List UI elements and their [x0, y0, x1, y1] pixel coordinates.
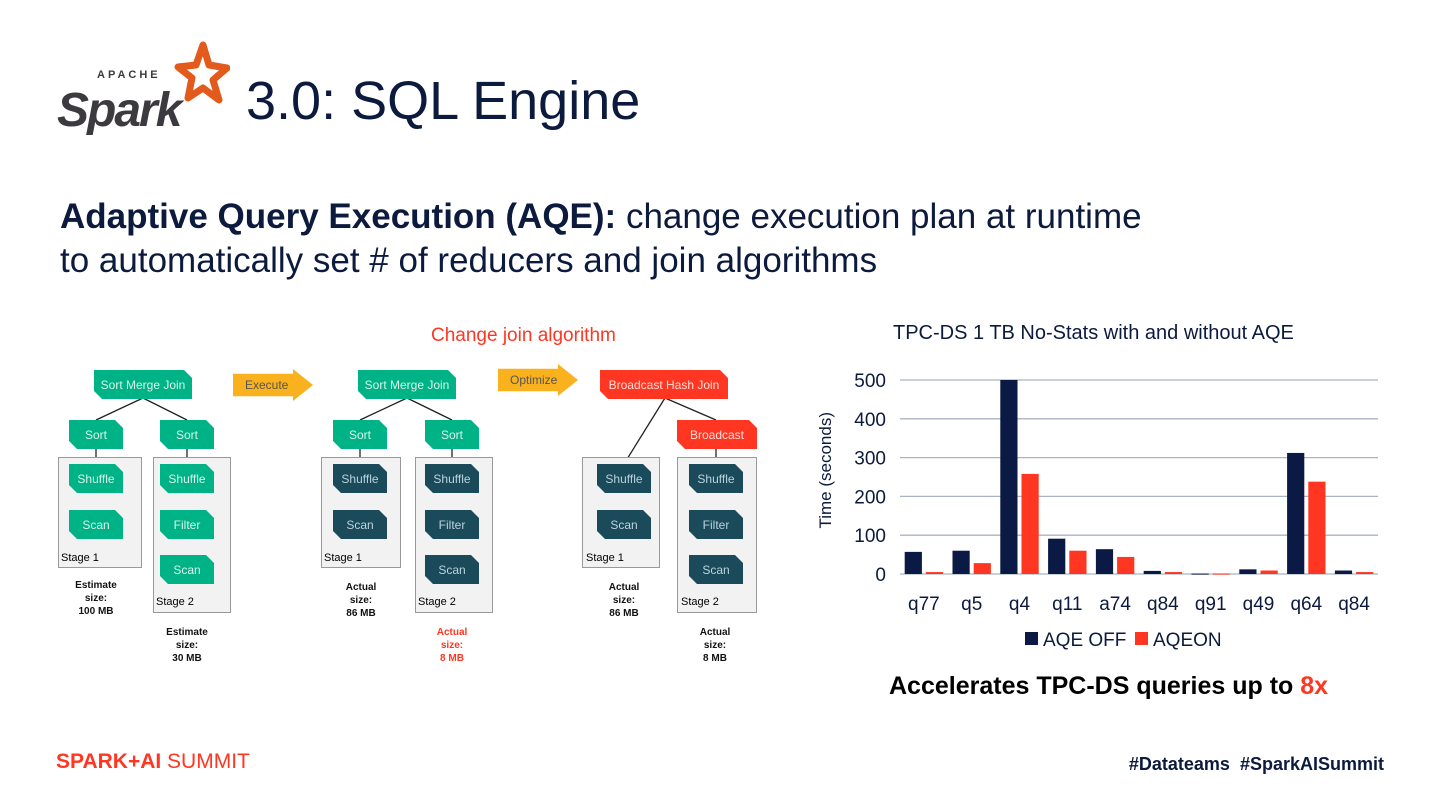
subtitle: Adaptive Query Execution (AQE): change e… [60, 195, 1142, 283]
page-title: 3.0: SQL Engine [246, 71, 641, 131]
stage1-label: Stage 1 [324, 552, 362, 564]
bar-aqe-off [1095, 549, 1114, 574]
bar-aqeon [1308, 481, 1326, 574]
filter-node: Filter [689, 510, 743, 539]
scan-node: Scan [160, 555, 214, 584]
shuffle-node: Shuffle [69, 464, 123, 493]
stage2-label: Stage 2 [156, 596, 194, 608]
sort-merge-join-node: Sort Merge Join [94, 370, 192, 399]
y-tick-label: 0 [875, 565, 886, 586]
x-tick-label: q5 [961, 594, 982, 615]
bar-aqe-off [1048, 538, 1066, 574]
bar-aqeon [925, 572, 944, 574]
legend-label: AQEON [1153, 630, 1222, 651]
bar-chart: 0 100 200 300 400 500 q77 q5 q4 q11 a74 q84 q91 q49 q6… [854, 371, 1378, 651]
filter-node: Filter [425, 510, 479, 539]
legend-swatch [1025, 632, 1038, 645]
x-tick-label: a74 [1099, 594, 1131, 615]
bar-aqeon [1260, 570, 1278, 574]
footer-brand-bold: SPARK+AI [56, 750, 162, 773]
stage2-label: Stage 2 [681, 596, 719, 608]
sort-node: Sort [160, 420, 214, 449]
stage2-size: Actual size: 8 MB [436, 627, 468, 664]
execute-label: Execute [245, 378, 289, 392]
y-tick-label: 400 [854, 410, 886, 431]
optimize-label: Optimize [510, 373, 558, 387]
x-tick-label: q77 [908, 594, 940, 615]
bar-aqe-off [904, 551, 922, 574]
bar-aqe-off [952, 550, 970, 574]
sort-node: Sort [425, 420, 479, 449]
callout: Accelerates TPC-DS queries up to 8x [889, 672, 1328, 701]
svg-text:APACHE: APACHE [97, 69, 161, 81]
stage1-size: Actual size: 86 MB [345, 582, 377, 619]
bar-aqe-off [1287, 452, 1305, 574]
bar-aqeon [1164, 572, 1183, 574]
x-tick-label: q84 [1338, 594, 1370, 615]
shuffle-node: Shuffle [425, 464, 479, 493]
shuffle-node: Shuffle [333, 464, 387, 493]
bar-aqeon [1021, 473, 1039, 574]
shuffle-node: Shuffle [597, 464, 651, 493]
apache-spark-logo: APACHE Spark [57, 41, 230, 135]
bar-aqe-off [1000, 380, 1018, 574]
bar-aqe-off [1191, 573, 1209, 575]
x-tick-label: q91 [1195, 594, 1227, 615]
stage2-size: Actual size: 8 MB [699, 627, 731, 664]
broadcast-node: Broadcast [677, 420, 757, 449]
callout-highlight: 8x [1300, 672, 1329, 700]
y-tick-label: 500 [854, 371, 886, 392]
execute-arrow: Execute [233, 369, 313, 401]
subtitle-line2: to automatically set # of reducers and j… [60, 241, 878, 280]
stage1-label: Stage 1 [61, 552, 99, 564]
footer-hashtags: #Datateams #SparkAISummit [1128, 754, 1384, 774]
stage2-size: Estimate size: 30 MB [166, 627, 208, 664]
sort-merge-join-node: Sort Merge Join [358, 370, 456, 399]
bar-aqe-off [1143, 570, 1161, 574]
bar-aqeon [973, 563, 991, 574]
x-tick-label: q11 [1052, 594, 1082, 615]
subtitle-rest: change execution plan at runtime [616, 197, 1142, 236]
sort-node: Sort [333, 420, 387, 449]
scan-node: Scan [69, 510, 123, 539]
svg-text:Spark: Spark [57, 84, 185, 135]
legend-swatch [1135, 632, 1148, 645]
x-tick-label: q49 [1243, 594, 1275, 615]
y-tick-label: 100 [854, 526, 886, 547]
stage2-label: Stage 2 [418, 596, 456, 608]
sort-node: Sort [69, 420, 123, 449]
legend-label: AQE OFF [1043, 630, 1126, 651]
bar-aqeon [1356, 572, 1374, 574]
stage1-label: Stage 1 [586, 552, 624, 564]
scan-node: Scan [689, 555, 743, 584]
stage1-size: Estimate size: 100 MB [75, 580, 117, 617]
x-tick-label: q4 [1009, 594, 1031, 615]
bar-aqeon [1212, 573, 1230, 575]
subtitle-bold: Adaptive Query Execution (AQE): [60, 197, 617, 236]
chart-title: TPC-DS 1 TB No-Stats with and without AQ… [893, 322, 1294, 344]
x-tick-label: q64 [1290, 594, 1322, 615]
callout-text: Accelerates TPC-DS queries up to [889, 672, 1301, 700]
filter-node: Filter [160, 510, 214, 539]
scan-node: Scan [597, 510, 651, 539]
scan-node: Scan [333, 510, 387, 539]
broadcast-hash-join-node: Broadcast Hash Join [600, 370, 728, 399]
shuffle-node: Shuffle [160, 464, 214, 493]
footer-brand-rest: SUMMIT [161, 750, 250, 773]
bar-aqeon [1117, 556, 1135, 574]
stage1-size: Actual size: 86 MB [608, 582, 640, 619]
bar-aqe-off [1334, 570, 1353, 574]
bar-aqe-off [1239, 569, 1257, 574]
scan-node: Scan [425, 555, 479, 584]
shuffle-node: Shuffle [689, 464, 743, 493]
footer-brand: SPARK+AI SUMMIT [56, 750, 250, 774]
x-tick-label: q84 [1147, 594, 1179, 615]
y-tick-label: 200 [854, 487, 886, 508]
y-tick-label: 300 [854, 449, 886, 470]
bar-aqeon [1069, 550, 1087, 574]
change-join-label: Change join algorithm [431, 325, 616, 346]
